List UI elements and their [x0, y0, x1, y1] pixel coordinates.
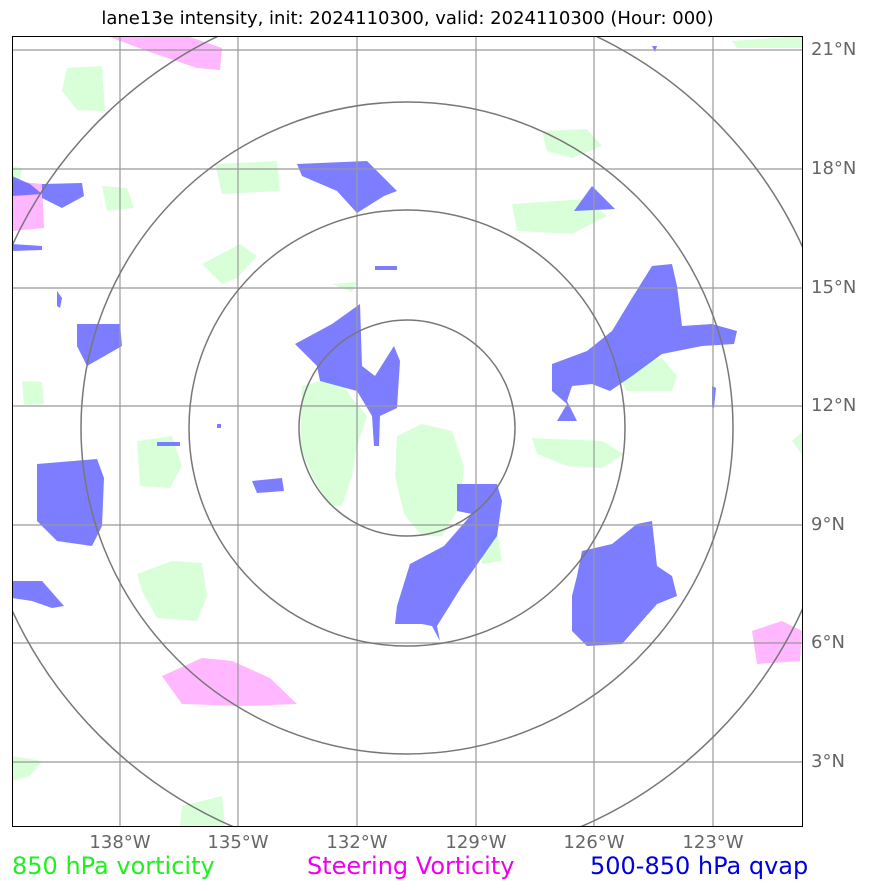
lat-label: 3°N: [811, 751, 845, 772]
lon-label: 135°W: [207, 832, 269, 853]
legend-850-vorticity: 850 hPa vorticity: [12, 852, 215, 880]
range-rings: [12, 36, 803, 827]
map-frame: [12, 36, 803, 827]
lon-label: 132°W: [326, 832, 388, 853]
legend-steering-vorticity: Steering Vorticity: [307, 852, 515, 880]
qvap-layer: [12, 46, 737, 646]
lat-label: 15°N: [811, 277, 857, 298]
lon-label: 138°W: [89, 832, 151, 853]
lat-label: 12°N: [811, 395, 857, 416]
lat-label: 18°N: [811, 158, 857, 179]
graticule: [12, 36, 803, 827]
map-plot: [12, 36, 803, 827]
lon-label: 123°W: [682, 832, 744, 853]
map-title: lane13e intensity, init: 2024110300, val…: [101, 8, 714, 29]
vorticity-850-layer: [12, 36, 803, 827]
legend-qvap: 500-850 hPa qvap: [590, 852, 809, 880]
lon-label: 129°W: [445, 832, 507, 853]
lat-label: 9°N: [811, 514, 845, 535]
lon-label: 126°W: [563, 832, 625, 853]
lat-label: 21°N: [811, 39, 857, 60]
lat-label: 6°N: [811, 632, 845, 653]
